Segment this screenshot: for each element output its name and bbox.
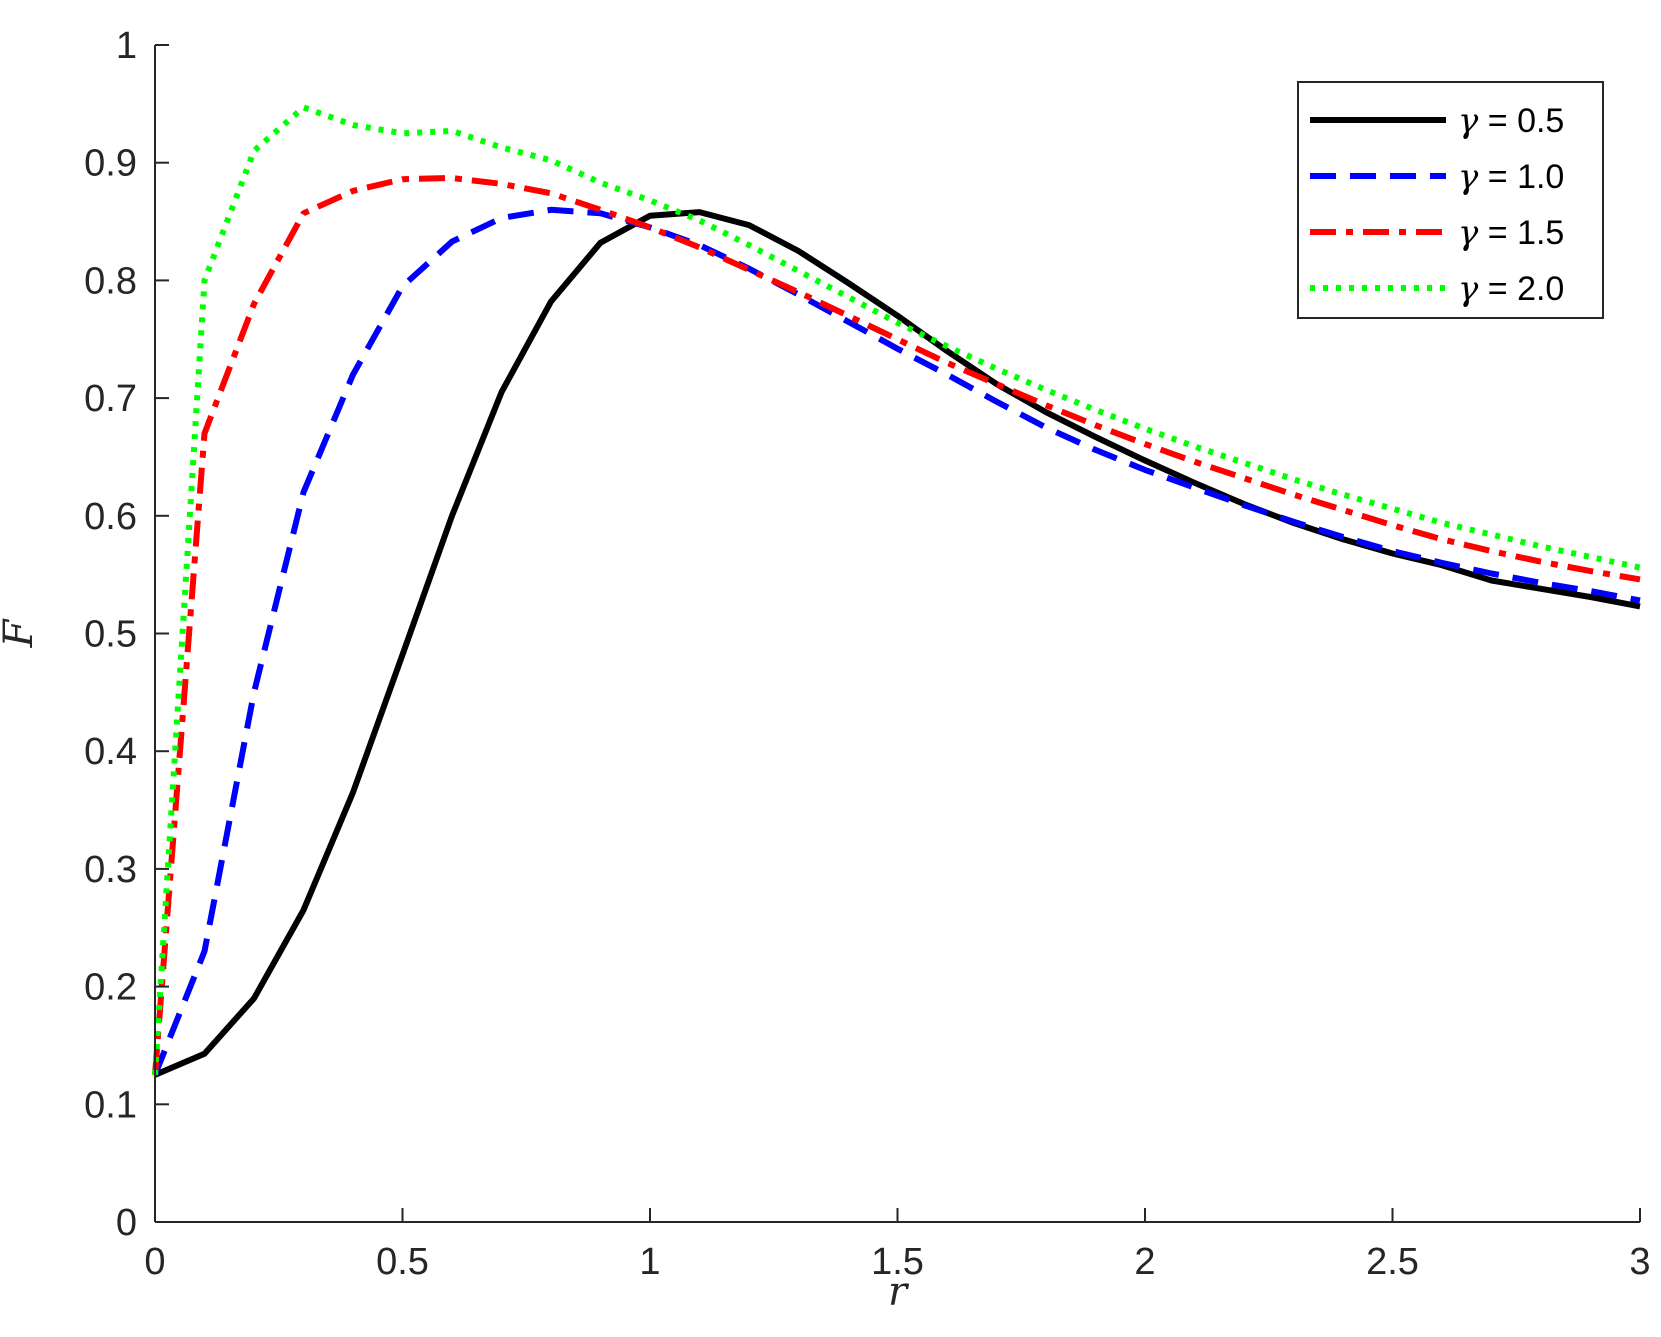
x-tick-label: 0.5 [376, 1241, 429, 1283]
y-axis-label: F [0, 618, 42, 648]
y-tick-label: 0 [116, 1202, 137, 1244]
legend-label-4: γ = 2.0 [1458, 269, 1564, 309]
y-tick-label: 0.9 [84, 143, 137, 185]
legend-label-2: γ = 1.0 [1458, 157, 1564, 197]
y-tick-label: 0.7 [84, 378, 137, 420]
y-tick-label: 0.4 [84, 731, 137, 773]
x-tick-label: 2.5 [1366, 1241, 1419, 1283]
y-tick-label: 0.2 [84, 967, 137, 1009]
x-tick-label: 0 [144, 1241, 165, 1283]
legend-label-3: γ = 1.5 [1458, 213, 1564, 253]
axes [154, 44, 1641, 1223]
x-tick-label: 2 [1134, 1241, 1155, 1283]
series-line-2 [152, 206, 1641, 1077]
legend: γ = 0.5 γ = 1.0 γ = 1.5 γ = 2.0 [1297, 81, 1604, 319]
y-tick-label: 0.1 [84, 1084, 137, 1126]
x-tick-label: 1.5 [871, 1241, 924, 1283]
series-layer [152, 104, 1641, 1078]
legend-label-1: γ = 0.5 [1458, 101, 1564, 141]
y-tick-label: 0.3 [84, 849, 137, 891]
x-tick-label: 3 [1629, 1241, 1650, 1283]
y-tick-label: 0.6 [84, 496, 137, 538]
x-tick-label: 1 [639, 1241, 660, 1283]
y-tick-label: 0.8 [84, 260, 137, 302]
y-tick-label: 0.5 [84, 614, 137, 656]
y-tick-label: 1 [116, 25, 137, 67]
series-line-4 [152, 104, 1641, 1076]
series-line-1 [153, 209, 1641, 1078]
x-axis-label: r [888, 1269, 910, 1315]
y-tick-labels: 0 0.1 0.2 0.3 0.4 0.5 0.6 0.7 0.8 0.9 1 [84, 25, 137, 1244]
x-tick-labels: 0 0.5 1 1.5 2 2.5 3 [144, 1241, 1650, 1283]
series-line-3 [152, 175, 1641, 1076]
